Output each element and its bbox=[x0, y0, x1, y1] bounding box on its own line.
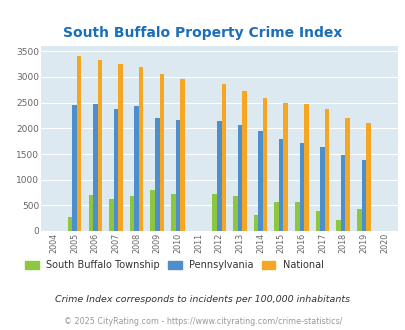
Bar bbox=[93, 104, 97, 231]
Bar bbox=[324, 109, 328, 231]
Bar bbox=[118, 64, 122, 231]
Bar bbox=[175, 119, 180, 231]
Bar bbox=[77, 56, 81, 231]
Bar bbox=[155, 118, 159, 231]
Bar bbox=[171, 193, 175, 231]
Bar bbox=[278, 139, 283, 231]
Bar bbox=[97, 59, 102, 231]
Bar bbox=[283, 103, 287, 231]
Bar bbox=[335, 220, 340, 231]
Bar bbox=[109, 199, 113, 231]
Bar bbox=[365, 123, 370, 231]
Bar bbox=[232, 196, 237, 231]
Bar bbox=[134, 106, 139, 231]
Bar bbox=[237, 125, 241, 231]
Bar bbox=[68, 217, 72, 231]
Bar bbox=[345, 118, 349, 231]
Bar bbox=[315, 211, 320, 231]
Bar bbox=[216, 121, 221, 231]
Bar bbox=[274, 202, 278, 231]
Bar bbox=[262, 98, 267, 231]
Bar bbox=[340, 154, 345, 231]
Bar bbox=[159, 75, 164, 231]
Bar bbox=[356, 209, 360, 231]
Text: South Buffalo Property Crime Index: South Buffalo Property Crime Index bbox=[63, 26, 342, 40]
Text: Crime Index corresponds to incidents per 100,000 inhabitants: Crime Index corresponds to incidents per… bbox=[55, 295, 350, 304]
Bar bbox=[72, 105, 77, 231]
Bar bbox=[303, 104, 308, 231]
Bar bbox=[130, 196, 134, 231]
Bar bbox=[113, 109, 118, 231]
Bar bbox=[150, 190, 155, 231]
Bar bbox=[258, 131, 262, 231]
Bar bbox=[253, 215, 258, 231]
Bar bbox=[221, 84, 226, 231]
Bar bbox=[299, 143, 303, 231]
Bar bbox=[320, 147, 324, 231]
Bar bbox=[360, 160, 365, 231]
Bar bbox=[241, 91, 246, 231]
Legend: South Buffalo Township, Pennsylvania, National: South Buffalo Township, Pennsylvania, Na… bbox=[21, 256, 327, 274]
Bar bbox=[180, 79, 184, 231]
Bar bbox=[139, 67, 143, 231]
Text: © 2025 CityRating.com - https://www.cityrating.com/crime-statistics/: © 2025 CityRating.com - https://www.city… bbox=[64, 317, 341, 326]
Bar bbox=[88, 195, 93, 231]
Bar bbox=[212, 193, 216, 231]
Bar bbox=[294, 202, 299, 231]
